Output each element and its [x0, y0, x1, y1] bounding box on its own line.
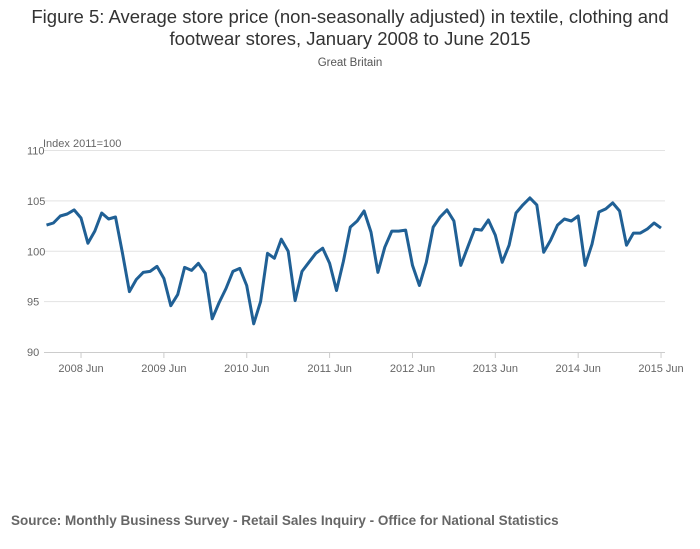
y-tick-label: 95	[27, 297, 39, 309]
x-tick-label: 2014 Jun	[556, 363, 601, 375]
y-tick-label: 100	[27, 246, 45, 258]
series-line	[46, 196, 662, 326]
y-tick-label: 110	[27, 146, 45, 158]
y-tick-label: 105	[27, 196, 45, 208]
chart-title: Figure 5: Average store price (non-seaso…	[31, 6, 669, 49]
x-tick-label: 2015 Jun	[638, 363, 683, 375]
x-tick-label: 2008 Jun	[58, 363, 103, 375]
x-tick-label: 2010 Jun	[224, 363, 269, 375]
chart-subtitle: Great Britain	[317, 57, 383, 69]
x-tick-label: 2013 Jun	[473, 363, 518, 375]
y-tick-label: 90	[27, 347, 39, 359]
y-axis-label: Index 2011=100	[43, 138, 121, 150]
x-tick-label: 2011 Jun	[307, 363, 351, 375]
x-tick-label: 2012 Jun	[390, 363, 435, 375]
source-note: Source: Monthly Business Survey - Retail…	[11, 513, 559, 528]
x-tick-label: 2009 Jun	[141, 363, 186, 375]
